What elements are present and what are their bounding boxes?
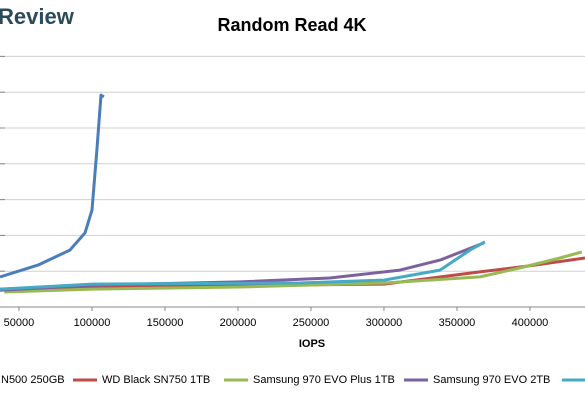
series-line (4, 250, 583, 294)
x-tick-label: 150000 (147, 317, 184, 329)
series-line (0, 93, 105, 279)
legend-label: Samsung 970 EVO Plus 1TB (253, 374, 395, 386)
legend-label: WD Black SN750 1TB (102, 374, 210, 386)
legend-label: Samsung 970 EVO 2TB (433, 374, 550, 386)
legend-label: N500 250GB (1, 374, 65, 386)
x-axis-label: IOPS (299, 338, 325, 350)
series-line (0, 240, 486, 291)
x-tick-label: 100000 (74, 317, 111, 329)
logo: Review (0, 4, 75, 29)
x-tick-label: 300000 (366, 317, 403, 329)
chart-title: Random Read 4K (217, 15, 366, 35)
x-tick-label: 50000 (4, 317, 35, 329)
x-tick-label: 250000 (293, 317, 330, 329)
x-tick-label: 350000 (439, 317, 476, 329)
x-tick-label: 200000 (220, 317, 257, 329)
x-tick-label: 400000 (512, 317, 549, 329)
